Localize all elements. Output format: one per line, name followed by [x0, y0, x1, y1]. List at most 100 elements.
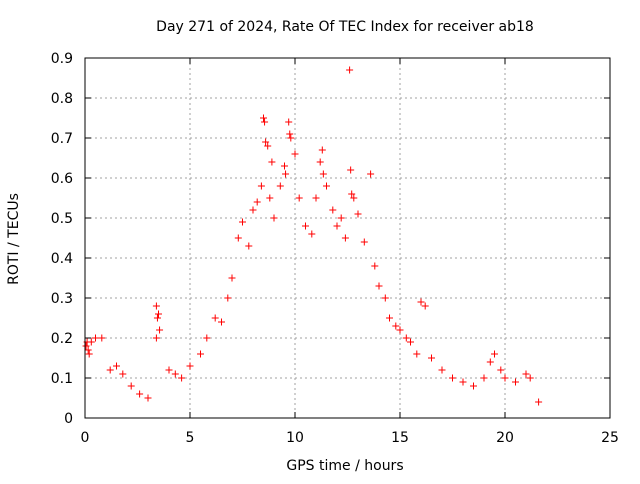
y-axis-label: ROTI / TECUs: [6, 193, 22, 285]
data-point: [203, 334, 211, 342]
data-point: [381, 294, 389, 302]
y-tick-label: 0.2: [51, 331, 73, 347]
data-point: [92, 334, 99, 342]
data-point: [285, 118, 293, 126]
data-point: [152, 334, 160, 342]
plot-frame: [84, 57, 611, 419]
data-point: [319, 170, 327, 178]
x-tick-label: 10: [286, 430, 304, 446]
data-point: [522, 370, 530, 378]
data-point: [113, 362, 120, 370]
data-point: [337, 214, 345, 222]
data-point: [239, 218, 246, 226]
data-point: [287, 134, 295, 142]
data-point: [470, 382, 477, 390]
data-point: [402, 334, 410, 342]
data-point: [119, 370, 127, 378]
data-point: [512, 378, 519, 386]
data-point: [386, 314, 393, 322]
data-point: [312, 194, 320, 202]
data-point: [260, 114, 267, 122]
data-point: [535, 398, 543, 406]
data-point: [491, 350, 498, 358]
data-point: [136, 390, 144, 398]
data-point: [459, 378, 467, 386]
data-point: [224, 294, 232, 302]
x-tick-label: 15: [391, 430, 409, 446]
data-point: [371, 262, 379, 270]
data-point: [98, 334, 106, 342]
data-point: [480, 374, 488, 382]
data-point: [417, 298, 425, 306]
data-point: [354, 210, 362, 218]
data-point: [316, 158, 324, 166]
data-point: [302, 222, 309, 230]
data-point: [84, 346, 92, 354]
data-point: [211, 314, 219, 322]
data-point: [346, 66, 354, 74]
data-point: [360, 238, 368, 246]
data-point: [197, 350, 204, 358]
data-point: [245, 242, 253, 250]
data-point: [127, 382, 135, 390]
data-point: [249, 206, 257, 214]
data-point: [347, 166, 355, 174]
data-point: [308, 230, 316, 238]
data-point: [270, 214, 278, 222]
data-point: [218, 318, 225, 326]
axis-ticks: 0 5 10 15 20 25 0 0.1 0.2 0.3 0.4 0.5 0.6 0.7 0.8 0.9: [51, 51, 619, 446]
data-point: [497, 366, 505, 374]
y-tick-label: 0.5: [51, 211, 73, 227]
data-point: [234, 234, 242, 242]
data-point: [413, 350, 421, 358]
data-point: [449, 374, 456, 382]
data-point: [281, 162, 288, 170]
data-point: [329, 206, 337, 214]
data-point: [257, 182, 265, 190]
data-point: [291, 150, 299, 158]
data-point: [262, 138, 270, 146]
data-point: [153, 314, 161, 322]
y-tick-label: 0: [64, 411, 73, 427]
y-tick-label: 0.4: [51, 251, 73, 267]
data-point: [350, 194, 358, 202]
x-tick-label: 20: [496, 430, 514, 446]
data-point: [501, 374, 509, 382]
data-point: [392, 322, 400, 330]
data-point: [407, 338, 414, 346]
data-point: [144, 394, 152, 402]
y-tick-label: 0.7: [51, 131, 73, 147]
data-points: [82, 66, 543, 406]
data-point: [253, 198, 261, 206]
x-tick-label: 5: [186, 430, 195, 446]
data-point: [367, 170, 375, 178]
y-tick-label: 0.8: [51, 91, 73, 107]
data-point: [428, 354, 435, 362]
data-point: [268, 158, 276, 166]
data-point: [318, 146, 326, 154]
y-tick-label: 0.1: [51, 371, 73, 387]
data-point: [155, 310, 162, 318]
chart-title: Day 271 of 2024, Rate Of TEC Index for r…: [156, 19, 534, 35]
data-point: [323, 182, 330, 190]
y-tick-label: 0.9: [51, 51, 73, 67]
data-point: [375, 282, 383, 290]
data-point: [266, 194, 274, 202]
data-point: [333, 222, 341, 230]
data-point: [526, 374, 534, 382]
data-point: [396, 326, 404, 334]
grid-lines: [85, 58, 610, 418]
x-tick-label: 25: [601, 430, 619, 446]
data-point: [165, 366, 173, 374]
data-point: [171, 370, 179, 378]
data-point: [282, 170, 290, 178]
data-point: [295, 194, 303, 202]
x-tick-label: 0: [81, 430, 90, 446]
data-point: [186, 362, 194, 370]
data-point: [264, 142, 272, 150]
data-point: [286, 130, 294, 138]
data-point: [82, 342, 90, 350]
data-point: [85, 350, 93, 358]
